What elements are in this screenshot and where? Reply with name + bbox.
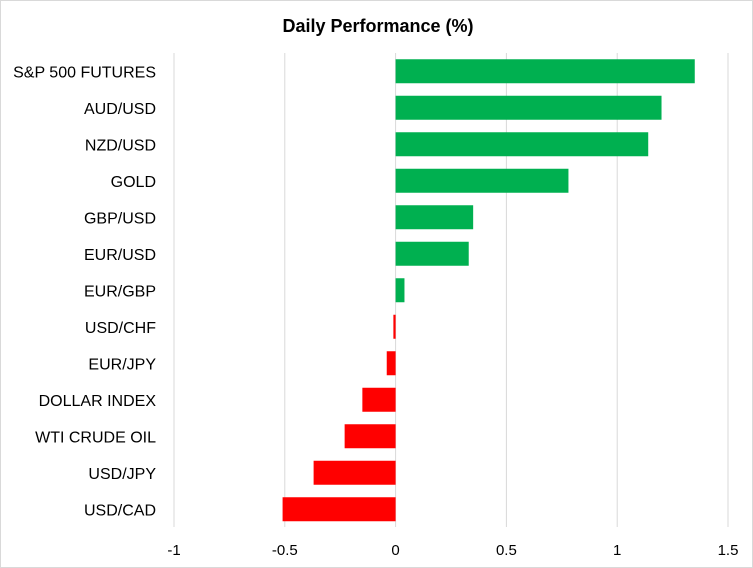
- bar: [282, 497, 396, 522]
- bar: [395, 205, 474, 230]
- bars: [282, 59, 695, 522]
- bar: [386, 351, 396, 376]
- bar: [395, 241, 469, 266]
- x-tick-label: -1: [167, 542, 180, 559]
- chart-title: Daily Performance (%): [282, 16, 473, 36]
- category-label: USD/JPY: [88, 466, 156, 483]
- category-label: WTI CRUDE OIL: [35, 429, 156, 446]
- bar: [395, 95, 662, 120]
- bar: [395, 278, 405, 303]
- x-tick-label: 0.5: [496, 542, 517, 559]
- category-label: USD/CHF: [85, 320, 156, 337]
- category-label: GBP/USD: [84, 210, 156, 227]
- bar: [395, 59, 695, 84]
- category-label: USD/CAD: [84, 502, 156, 519]
- grid-lines: [173, 53, 729, 527]
- category-label: AUD/USD: [84, 101, 156, 118]
- bar: [393, 314, 396, 339]
- category-label: S&P 500 FUTURES: [13, 64, 156, 81]
- category-label: DOLLAR INDEX: [39, 393, 157, 410]
- bar: [395, 132, 649, 157]
- x-axis-tick-labels: -1 -0.5 0 0.5 1 1.5: [167, 542, 738, 559]
- category-labels: S&P 500 FUTURES AUD/USD NZD/USD GOLD GBP/USD…: [13, 64, 156, 519]
- category-label: EUR/GBP: [84, 283, 156, 300]
- category-label: EUR/JPY: [88, 356, 156, 373]
- x-tick-label: 0: [391, 542, 399, 559]
- bar: [395, 168, 569, 193]
- bar: [313, 460, 396, 485]
- category-label: NZD/USD: [85, 137, 156, 154]
- x-tick-label: 1.5: [718, 542, 739, 559]
- bar: [344, 424, 396, 449]
- bar: [362, 387, 396, 412]
- category-label: GOLD: [111, 174, 156, 191]
- x-tick-label: -0.5: [272, 542, 298, 559]
- category-label: EUR/USD: [84, 247, 156, 264]
- x-tick-label: 1: [613, 542, 621, 559]
